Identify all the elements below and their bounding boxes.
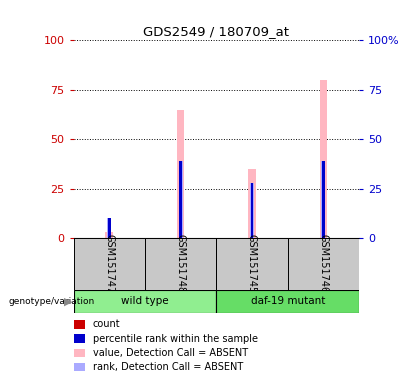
Text: GDS2549 / 180709_at: GDS2549 / 180709_at [143,25,289,38]
Text: GSM151747: GSM151747 [104,234,114,294]
Text: daf-19 mutant: daf-19 mutant [250,296,325,306]
Bar [248,169,256,238]
Bar [108,234,111,238]
Bar [179,236,182,238]
Bar [74,238,145,290]
Text: wild type: wild type [121,296,169,306]
Text: GSM151745: GSM151745 [247,234,257,294]
Bar [250,236,254,238]
Bar [216,290,359,313]
Text: ▶: ▶ [64,297,72,307]
Bar [250,183,254,238]
Bar [250,183,254,238]
Bar [321,161,326,238]
Bar [288,238,359,290]
Bar [216,238,288,290]
Text: GSM151746: GSM151746 [318,235,328,293]
Bar [179,161,182,238]
Bar [320,80,327,238]
Bar [322,236,325,238]
Bar [74,290,216,313]
Text: genotype/variation: genotype/variation [8,297,95,306]
Text: GSM151748: GSM151748 [176,235,186,293]
Bar [108,218,111,238]
Text: rank, Detection Call = ABSENT: rank, Detection Call = ABSENT [93,362,243,372]
Text: value, Detection Call = ABSENT: value, Detection Call = ABSENT [93,348,248,358]
Bar [107,218,111,238]
Text: percentile rank within the sample: percentile rank within the sample [93,334,258,344]
Bar [178,161,183,238]
Bar [145,238,216,290]
Bar [177,109,184,238]
Bar [322,161,325,238]
Bar [105,232,113,238]
Text: count: count [93,319,121,329]
